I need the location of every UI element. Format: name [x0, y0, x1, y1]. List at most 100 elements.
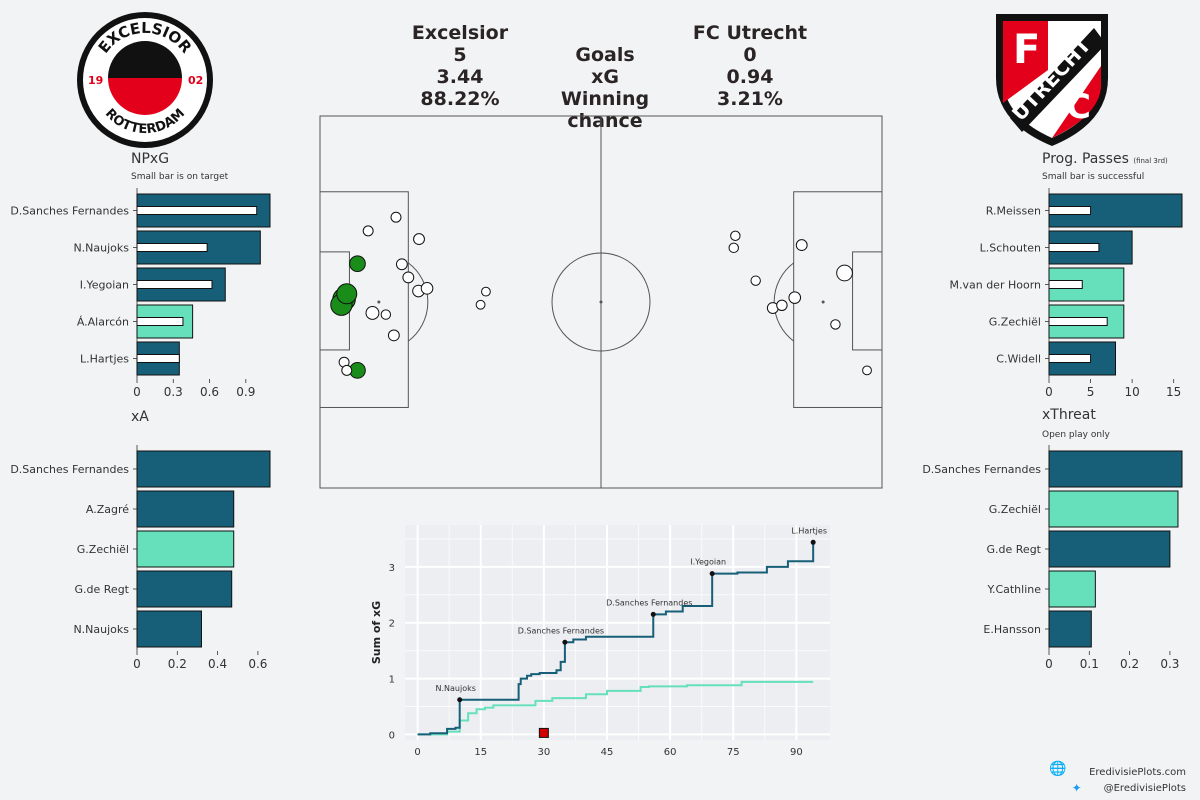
center-spot [599, 300, 603, 304]
footer-site-text: EredivisiePlots.com [1089, 767, 1186, 778]
x-tick-label: 0.6 [248, 657, 267, 671]
inner-bar-npxg [136, 280, 213, 289]
npxg-title: NPxG [131, 151, 170, 167]
x-tick-label: 0 [1045, 657, 1053, 671]
inner-bar-prog [1048, 354, 1092, 363]
shot [420, 282, 434, 295]
x-tick-label: 0 [133, 385, 141, 399]
goal-marker [650, 611, 656, 617]
bar-xthreat [1048, 450, 1183, 488]
bar-xa [136, 610, 202, 648]
category-label: N.Naujoks [73, 242, 129, 255]
bar-xthreat [1048, 490, 1179, 528]
penalty-arc [773, 262, 794, 342]
x-tick-label: 15 [474, 747, 487, 758]
shot [402, 271, 415, 284]
footer-handle: ✦ @EredivisiePlots [1072, 781, 1186, 795]
y-tick-label: 3 [389, 563, 395, 574]
shot [387, 329, 400, 342]
six-yard-box [852, 251, 883, 351]
x-tick-label: 0.3 [164, 385, 183, 399]
shot [475, 299, 486, 310]
category-label: D.Sanches Fernandes [922, 463, 1041, 476]
prog-title-note: (final 3rd) [1133, 157, 1168, 165]
home-logo-year-right: 02 [188, 74, 203, 87]
winning-chance-label: Winning chance [560, 88, 650, 132]
category-label: Á.Alarcón [77, 316, 129, 329]
npxg-bar-chart: D.Sanches Fernandes N.Naujoks I.Yegoian Á.A… [10, 188, 271, 399]
bar-xa [136, 570, 233, 608]
goal-marker [810, 539, 816, 545]
shot [730, 230, 741, 242]
x-tick-label: 0 [133, 657, 141, 671]
shot [365, 306, 380, 320]
bar-xa [136, 490, 235, 528]
x-tick-label: 5 [1087, 385, 1095, 399]
bar-xthreat [1048, 530, 1171, 568]
globe-icon: 🌐 [1049, 761, 1067, 777]
category-label: D.Sanches Fernandes [10, 205, 129, 218]
category-label: L.Schouten [980, 242, 1041, 255]
home-xg: 3.44 [436, 66, 484, 88]
penalty-box [793, 191, 883, 408]
shot [481, 286, 491, 297]
xa-bar-chart: D.Sanches Fernandes A.Zagré G.Zechiël G.de … [10, 445, 271, 671]
shot [788, 291, 802, 304]
goals-label: Goals [575, 44, 635, 66]
x-tick-label: 0.1 [1080, 657, 1099, 671]
xg-label: xG [591, 66, 619, 88]
goal-marker [562, 639, 568, 645]
category-label: G.de Regt [987, 543, 1042, 556]
category-label: A.Zagré [86, 503, 129, 516]
category-label: C.Widell [996, 353, 1041, 366]
y-axis-label: Sum of xG [370, 601, 383, 664]
scoreboard-row: 88.22% Winning chance 3.21% [390, 88, 820, 132]
twitter-icon: ✦ [1071, 781, 1082, 795]
penalty-spot [377, 300, 381, 304]
category-label: G.Zechiël [989, 316, 1041, 329]
goal-marker [457, 697, 463, 703]
category-label: G.Zechiël [989, 503, 1041, 516]
series-line-home [417, 542, 815, 736]
shot [776, 299, 788, 311]
xa-title: xA [131, 409, 149, 425]
xthreat-title: xThreat [1042, 407, 1096, 423]
away-logo-letter-c: C [1066, 87, 1091, 127]
prog-title: Prog. Passes (final 3rd) [1042, 151, 1168, 167]
category-label: Y.Cathline [986, 583, 1041, 596]
category-label: R.Meissen [986, 205, 1041, 218]
x-tick-label: 30 [537, 747, 550, 758]
home-team-logo: EXCELSIOR ROTTERDAM 19 02 [77, 12, 213, 148]
prog-subtitle: Small bar is successful [1042, 172, 1145, 182]
home-team-name: Excelsior [411, 22, 509, 44]
prog-title-text: Prog. Passes [1042, 151, 1129, 167]
x-tick-label: 75 [727, 747, 740, 758]
away-team-logo: F C UTRECHT [996, 14, 1108, 146]
goal-marker-label: L.Hartjes [791, 526, 827, 535]
inner-bar-npxg [136, 354, 180, 363]
x-tick-label: 90 [790, 747, 803, 758]
shot [836, 264, 853, 282]
goal-marker [709, 571, 715, 577]
plot-background [405, 525, 830, 740]
x-tick-label: 0.9 [236, 385, 255, 399]
y-tick-label: 2 [389, 619, 395, 630]
scoreboard-row: Excelsior FC Utrecht [390, 22, 820, 44]
x-tick-label: 0.2 [1120, 657, 1139, 671]
category-label: G.de Regt [75, 583, 130, 596]
category-label: M.van der Hoorn [949, 279, 1041, 292]
npxg-subtitle: Small bar is on target [131, 172, 229, 182]
x-tick-label: 0.6 [200, 385, 219, 399]
penalty-arc [408, 262, 429, 342]
goal-shot [336, 283, 358, 305]
home-winning-chance: 88.22% [420, 88, 500, 110]
goal-marker-label: N.Naujoks [435, 684, 475, 693]
x-tick-label: 60 [664, 747, 677, 758]
away-goals: 0 [743, 44, 757, 66]
bar-xa [136, 450, 271, 488]
bar-xa [136, 530, 235, 568]
x-tick-label: 15 [1166, 385, 1181, 399]
category-label: N.Naujoks [73, 623, 129, 636]
away-winning-chance: 3.21% [717, 88, 783, 110]
goal-marker-label: D.Sanches Fernandes [606, 598, 692, 607]
